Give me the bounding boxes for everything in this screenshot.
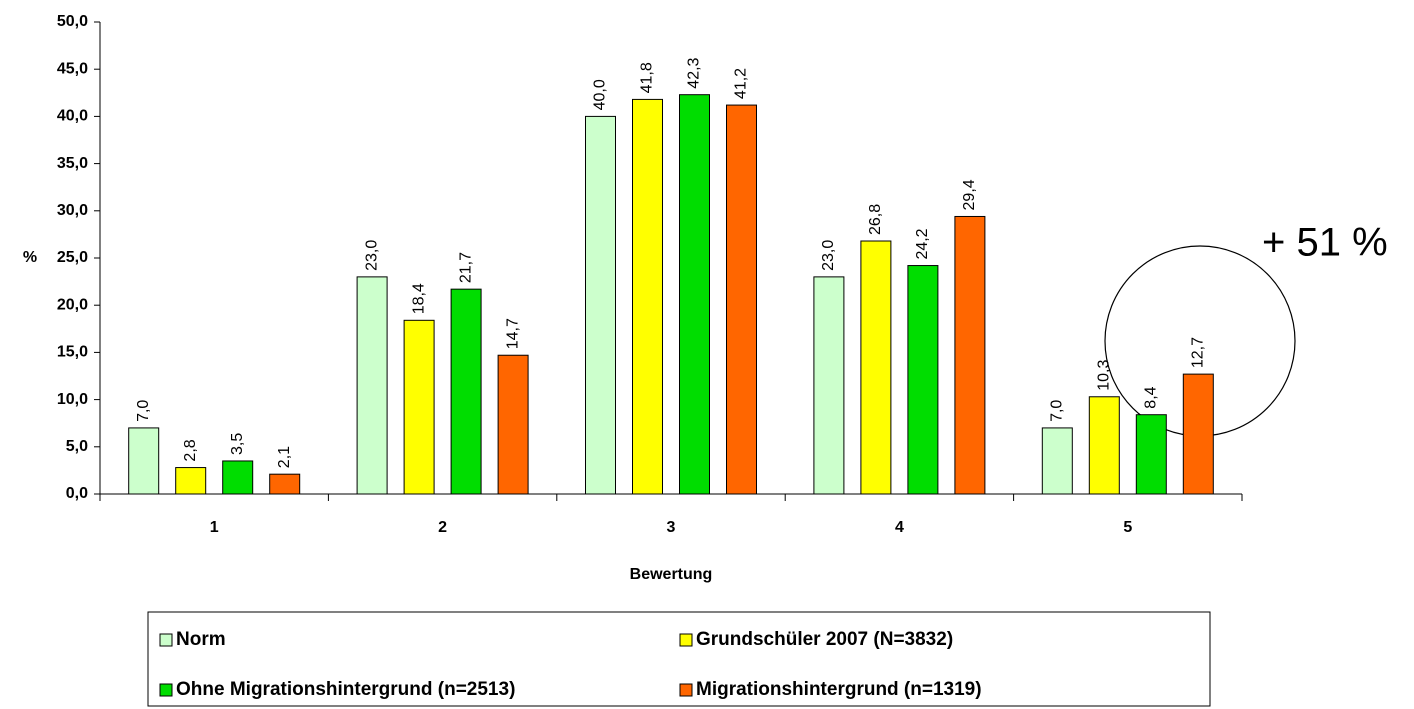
bar bbox=[1088, 396, 1120, 495]
bar bbox=[175, 467, 207, 495]
legend-label: Ohne Migrationshintergrund (n=2513) bbox=[176, 679, 515, 700]
bar bbox=[403, 319, 435, 495]
legend-label: Grundschüler 2007 (N=3832) bbox=[696, 629, 953, 650]
y-tick-label: 45,0 bbox=[57, 60, 88, 77]
bar bbox=[954, 215, 986, 495]
y-tick-label: 40,0 bbox=[57, 108, 88, 125]
bar bbox=[356, 276, 388, 495]
data-label: 23,0 bbox=[363, 240, 380, 271]
bar bbox=[907, 265, 939, 495]
data-label: 7,0 bbox=[135, 400, 152, 422]
bar bbox=[726, 104, 757, 495]
data-label: 41,2 bbox=[733, 68, 750, 99]
data-label: 2,1 bbox=[276, 446, 293, 468]
y-tick-label: 30,0 bbox=[57, 202, 88, 219]
x-tick-label: 4 bbox=[895, 519, 904, 536]
bar bbox=[813, 276, 845, 495]
y-tick-label: 0,0 bbox=[66, 485, 88, 502]
bar bbox=[269, 473, 301, 495]
legend-swatch bbox=[679, 633, 693, 647]
y-tick-label: 35,0 bbox=[57, 155, 88, 172]
data-label: 2,8 bbox=[182, 439, 199, 461]
bar bbox=[1182, 373, 1214, 495]
data-label: 7,0 bbox=[1049, 400, 1066, 422]
data-label: 10,3 bbox=[1096, 360, 1113, 391]
y-tick-label: 20,0 bbox=[57, 296, 88, 313]
legend-swatch bbox=[159, 683, 173, 697]
bar bbox=[128, 427, 160, 495]
data-label: 40,0 bbox=[592, 79, 609, 110]
data-label: 41,8 bbox=[639, 62, 656, 93]
annotation: + 51 % bbox=[1262, 221, 1388, 265]
y-tick-label: 10,0 bbox=[57, 391, 88, 408]
bar bbox=[222, 460, 254, 495]
x-tick-label: 5 bbox=[1123, 519, 1132, 536]
data-label: 12,7 bbox=[1190, 337, 1207, 368]
y-tick-label: 50,0 bbox=[57, 13, 88, 30]
x-axis-label: Bewertung bbox=[630, 566, 713, 583]
data-label: 18,4 bbox=[410, 283, 427, 314]
data-label: 14,7 bbox=[504, 318, 521, 349]
x-tick-label: 3 bbox=[667, 519, 676, 536]
legend-box bbox=[147, 611, 1211, 707]
data-label: 21,7 bbox=[457, 252, 474, 283]
y-tick-label: 15,0 bbox=[57, 344, 88, 361]
data-label: 23,0 bbox=[820, 240, 837, 271]
data-label: 24,2 bbox=[914, 228, 931, 259]
legend-label: Norm bbox=[176, 629, 226, 650]
bar bbox=[632, 98, 663, 495]
legend-swatch bbox=[679, 683, 693, 697]
y-tick-label: 5,0 bbox=[66, 438, 88, 455]
bar bbox=[1135, 414, 1167, 495]
y-tick-label: 25,0 bbox=[57, 249, 88, 266]
bar bbox=[585, 115, 616, 495]
bar bbox=[679, 94, 710, 495]
bar bbox=[1041, 427, 1073, 495]
bar bbox=[450, 288, 482, 495]
x-tick-label: 1 bbox=[210, 519, 219, 536]
data-label: 26,8 bbox=[867, 204, 884, 235]
data-label: 42,3 bbox=[686, 57, 703, 88]
bar bbox=[497, 354, 529, 495]
legend-swatch bbox=[159, 633, 173, 647]
data-label: 3,5 bbox=[229, 433, 246, 455]
data-label: 8,4 bbox=[1143, 386, 1160, 408]
bar bbox=[860, 240, 892, 495]
legend-label: Migrationshintergrund (n=1319) bbox=[696, 679, 982, 700]
y-axis-label: % bbox=[23, 249, 37, 266]
data-label: 29,4 bbox=[961, 179, 978, 210]
x-tick-label: 2 bbox=[438, 519, 447, 536]
